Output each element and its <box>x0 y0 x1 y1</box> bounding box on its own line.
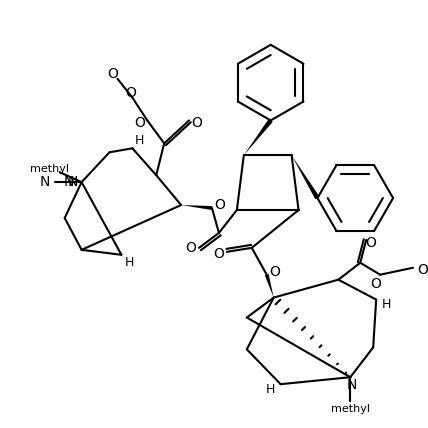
Text: O: O <box>370 276 380 291</box>
Text: O: O <box>107 67 118 80</box>
Text: N: N <box>63 175 74 189</box>
Text: N: N <box>347 378 357 392</box>
Text: H: H <box>266 383 275 395</box>
Text: O: O <box>134 116 145 131</box>
Text: O: O <box>186 241 196 255</box>
Polygon shape <box>265 274 273 297</box>
Text: O: O <box>125 86 136 100</box>
Text: H: H <box>381 298 391 311</box>
Text: methyl: methyl <box>30 164 69 174</box>
Text: O: O <box>418 263 428 277</box>
Text: H: H <box>125 256 134 269</box>
Text: O: O <box>192 116 202 131</box>
Text: N: N <box>40 175 50 189</box>
Text: methyl: methyl <box>331 404 370 414</box>
Polygon shape <box>244 119 273 155</box>
Text: O: O <box>214 247 224 261</box>
Text: O: O <box>214 198 226 212</box>
Polygon shape <box>181 205 212 210</box>
Text: O: O <box>269 265 280 279</box>
Text: O: O <box>365 236 376 250</box>
Text: N: N <box>68 175 78 189</box>
Polygon shape <box>291 155 320 199</box>
Text: H: H <box>135 134 144 147</box>
